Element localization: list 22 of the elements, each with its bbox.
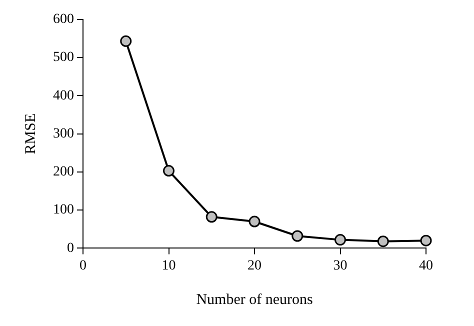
point bbox=[248, 216, 260, 228]
y-tick-label: 600 bbox=[53, 12, 74, 28]
y-tick-label: 0 bbox=[67, 240, 74, 256]
point bbox=[206, 211, 218, 223]
y-axis-title: RMSE bbox=[22, 113, 39, 154]
y-tick-label: 500 bbox=[53, 50, 74, 66]
x-axis-title: Number of neurons bbox=[196, 292, 313, 308]
x-tick-label: 30 bbox=[333, 258, 348, 274]
x-tick-label: 40 bbox=[419, 258, 433, 274]
x-tick-label: 10 bbox=[162, 258, 176, 274]
point bbox=[120, 35, 132, 47]
y-tick-label: 100 bbox=[53, 202, 74, 218]
point bbox=[334, 234, 346, 246]
y-tick-label: 300 bbox=[53, 126, 74, 142]
point bbox=[377, 236, 389, 248]
y-tick-label: 200 bbox=[53, 164, 74, 180]
point bbox=[420, 234, 432, 246]
y-tick-label: 400 bbox=[53, 88, 74, 104]
x-tick-label: 0 bbox=[80, 258, 86, 274]
point bbox=[163, 165, 174, 177]
point bbox=[292, 230, 304, 242]
x-tick-label: 20 bbox=[248, 258, 262, 274]
